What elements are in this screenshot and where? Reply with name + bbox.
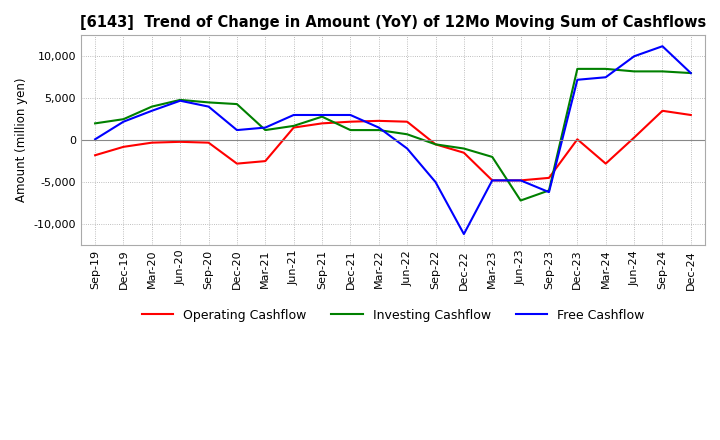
Free Cashflow [91, 137, 99, 142]
Free Cashflow [630, 54, 639, 59]
Line: Investing Cashflow: Investing Cashflow [95, 69, 690, 201]
Free Cashflow [148, 108, 156, 114]
Operating Cashflow [148, 140, 156, 145]
Free Cashflow [119, 119, 127, 125]
Investing Cashflow [402, 132, 411, 137]
Investing Cashflow [601, 66, 610, 72]
Line: Free Cashflow: Free Cashflow [95, 46, 690, 234]
Operating Cashflow [686, 112, 695, 117]
Investing Cashflow [544, 188, 553, 193]
Free Cashflow [374, 125, 383, 130]
Title: [6143]  Trend of Change in Amount (YoY) of 12Mo Moving Sum of Cashflows: [6143] Trend of Change in Amount (YoY) o… [80, 15, 706, 30]
Investing Cashflow [658, 69, 667, 74]
Investing Cashflow [374, 128, 383, 133]
Operating Cashflow [346, 119, 355, 125]
Investing Cashflow [686, 70, 695, 76]
Operating Cashflow [261, 158, 269, 164]
Investing Cashflow [119, 117, 127, 122]
Free Cashflow [402, 146, 411, 151]
Free Cashflow [658, 44, 667, 49]
Operating Cashflow [573, 137, 582, 142]
Investing Cashflow [91, 121, 99, 126]
Free Cashflow [233, 128, 241, 133]
Free Cashflow [573, 77, 582, 82]
Operating Cashflow [318, 121, 326, 126]
Operating Cashflow [488, 178, 497, 183]
Operating Cashflow [374, 118, 383, 124]
Free Cashflow [459, 231, 468, 237]
Operating Cashflow [630, 135, 639, 140]
Investing Cashflow [630, 69, 639, 74]
Operating Cashflow [119, 144, 127, 150]
Operating Cashflow [233, 161, 241, 166]
Free Cashflow [544, 190, 553, 195]
Operating Cashflow [658, 108, 667, 114]
Investing Cashflow [573, 66, 582, 72]
Free Cashflow [686, 70, 695, 76]
Y-axis label: Amount (million yen): Amount (million yen) [15, 78, 28, 202]
Investing Cashflow [289, 123, 298, 128]
Free Cashflow [289, 112, 298, 117]
Investing Cashflow [516, 198, 525, 203]
Free Cashflow [176, 98, 184, 103]
Free Cashflow [346, 112, 355, 117]
Operating Cashflow [544, 175, 553, 180]
Free Cashflow [488, 178, 497, 183]
Free Cashflow [261, 125, 269, 130]
Investing Cashflow [459, 146, 468, 151]
Operating Cashflow [289, 125, 298, 130]
Operating Cashflow [204, 140, 213, 145]
Operating Cashflow [91, 153, 99, 158]
Investing Cashflow [318, 114, 326, 119]
Free Cashflow [431, 180, 440, 185]
Operating Cashflow [402, 119, 411, 125]
Operating Cashflow [601, 161, 610, 166]
Investing Cashflow [176, 97, 184, 103]
Investing Cashflow [346, 128, 355, 133]
Line: Operating Cashflow: Operating Cashflow [95, 111, 690, 180]
Operating Cashflow [176, 139, 184, 144]
Legend: Operating Cashflow, Investing Cashflow, Free Cashflow: Operating Cashflow, Investing Cashflow, … [137, 304, 649, 327]
Operating Cashflow [431, 142, 440, 147]
Investing Cashflow [148, 104, 156, 109]
Free Cashflow [601, 75, 610, 80]
Operating Cashflow [459, 150, 468, 155]
Operating Cashflow [516, 178, 525, 183]
Free Cashflow [318, 112, 326, 117]
Investing Cashflow [204, 100, 213, 105]
Free Cashflow [516, 178, 525, 183]
Investing Cashflow [261, 128, 269, 133]
Investing Cashflow [431, 142, 440, 147]
Free Cashflow [204, 104, 213, 109]
Investing Cashflow [233, 102, 241, 107]
Investing Cashflow [488, 154, 497, 160]
